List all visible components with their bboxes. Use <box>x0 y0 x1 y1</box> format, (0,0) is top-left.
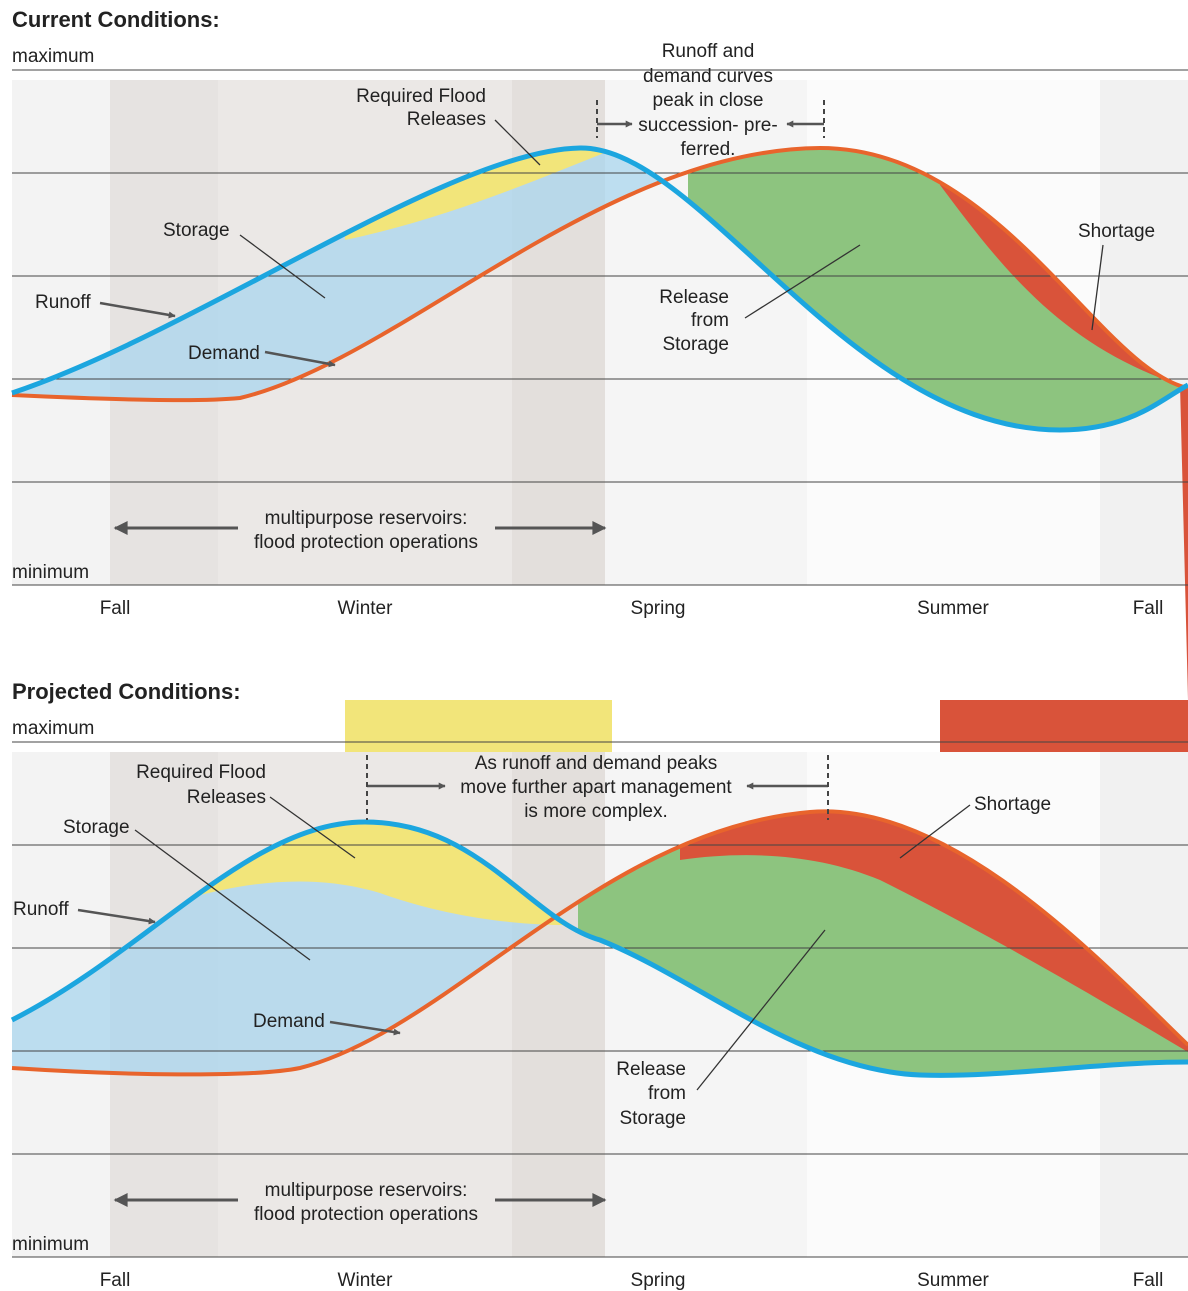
annotation: from <box>648 1083 686 1104</box>
arrow <box>77 908 156 925</box>
runoff-curve <box>10 819 1188 1078</box>
season-label: Summer <box>917 1270 989 1291</box>
annotation: Release <box>616 1059 686 1080</box>
annotation: move further apart management <box>460 777 732 798</box>
arrow <box>329 1020 401 1036</box>
annotation: Runoff <box>13 899 69 920</box>
leader-line <box>134 829 311 961</box>
annotation: Releases <box>187 787 266 808</box>
leader-line <box>899 804 971 859</box>
annotation: Storage <box>63 817 130 838</box>
season-label: Fall <box>1133 1270 1164 1291</box>
annotation: is more complex. <box>524 801 668 822</box>
annotation: As runoff and demand peaks <box>475 753 718 774</box>
annotation: Required Flood <box>136 762 266 783</box>
demand-curve <box>11 809 1188 1077</box>
panel-title: Projected Conditions: <box>12 679 241 704</box>
annotation: flood protection operations <box>254 1204 478 1225</box>
season-label: Fall <box>100 1270 131 1291</box>
axis-min-label: minimum <box>12 1234 89 1255</box>
season-label: Spring <box>631 1270 686 1291</box>
leader-line <box>696 929 826 1091</box>
axis-max-label: maximum <box>12 718 94 739</box>
season-label: Winter <box>338 1270 394 1291</box>
annotation: multipurpose reservoirs: <box>265 1180 468 1201</box>
annotation: Storage <box>619 1108 686 1129</box>
annotation: Demand <box>253 1011 325 1032</box>
leader-line <box>269 796 356 859</box>
annotation: Shortage <box>974 794 1051 815</box>
